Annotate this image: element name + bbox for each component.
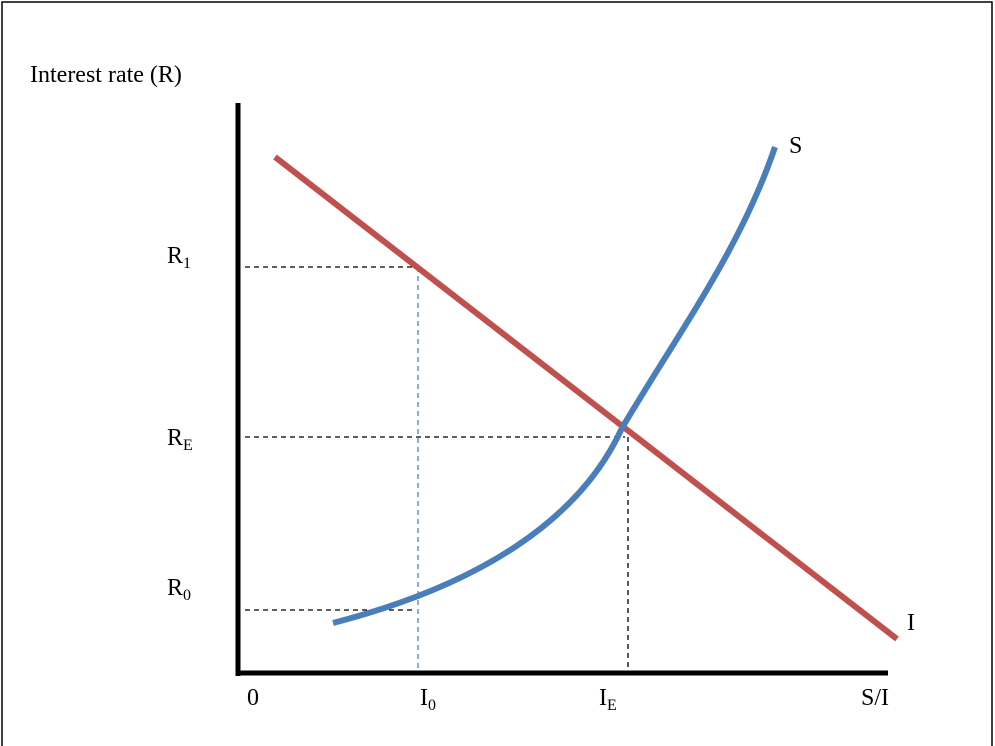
label-base: R [167,243,183,269]
supply-curve [332,146,778,626]
x-label: S/I [861,685,889,711]
y-label: RE [167,425,193,454]
investment-label: I [907,610,915,636]
label-sub: 0 [183,587,191,604]
x-label: 0 [247,685,259,711]
y-label: R1 [167,243,191,272]
label-base: R [167,575,183,601]
label-sub: 0 [428,697,436,714]
label-sub: E [607,697,617,714]
label-sub: 1 [183,255,191,272]
label-base: R [167,425,183,451]
x-label: IE [599,685,617,714]
supply-label: S [789,133,802,159]
investment-curve [273,154,899,642]
y-label: R0 [167,575,191,604]
axis-title: Interest rate (R) [30,62,182,88]
label-base: I [420,685,428,711]
guides [245,266,629,673]
label-base: I [599,685,607,711]
label-sub: E [183,437,193,454]
x-label: I0 [420,685,436,714]
